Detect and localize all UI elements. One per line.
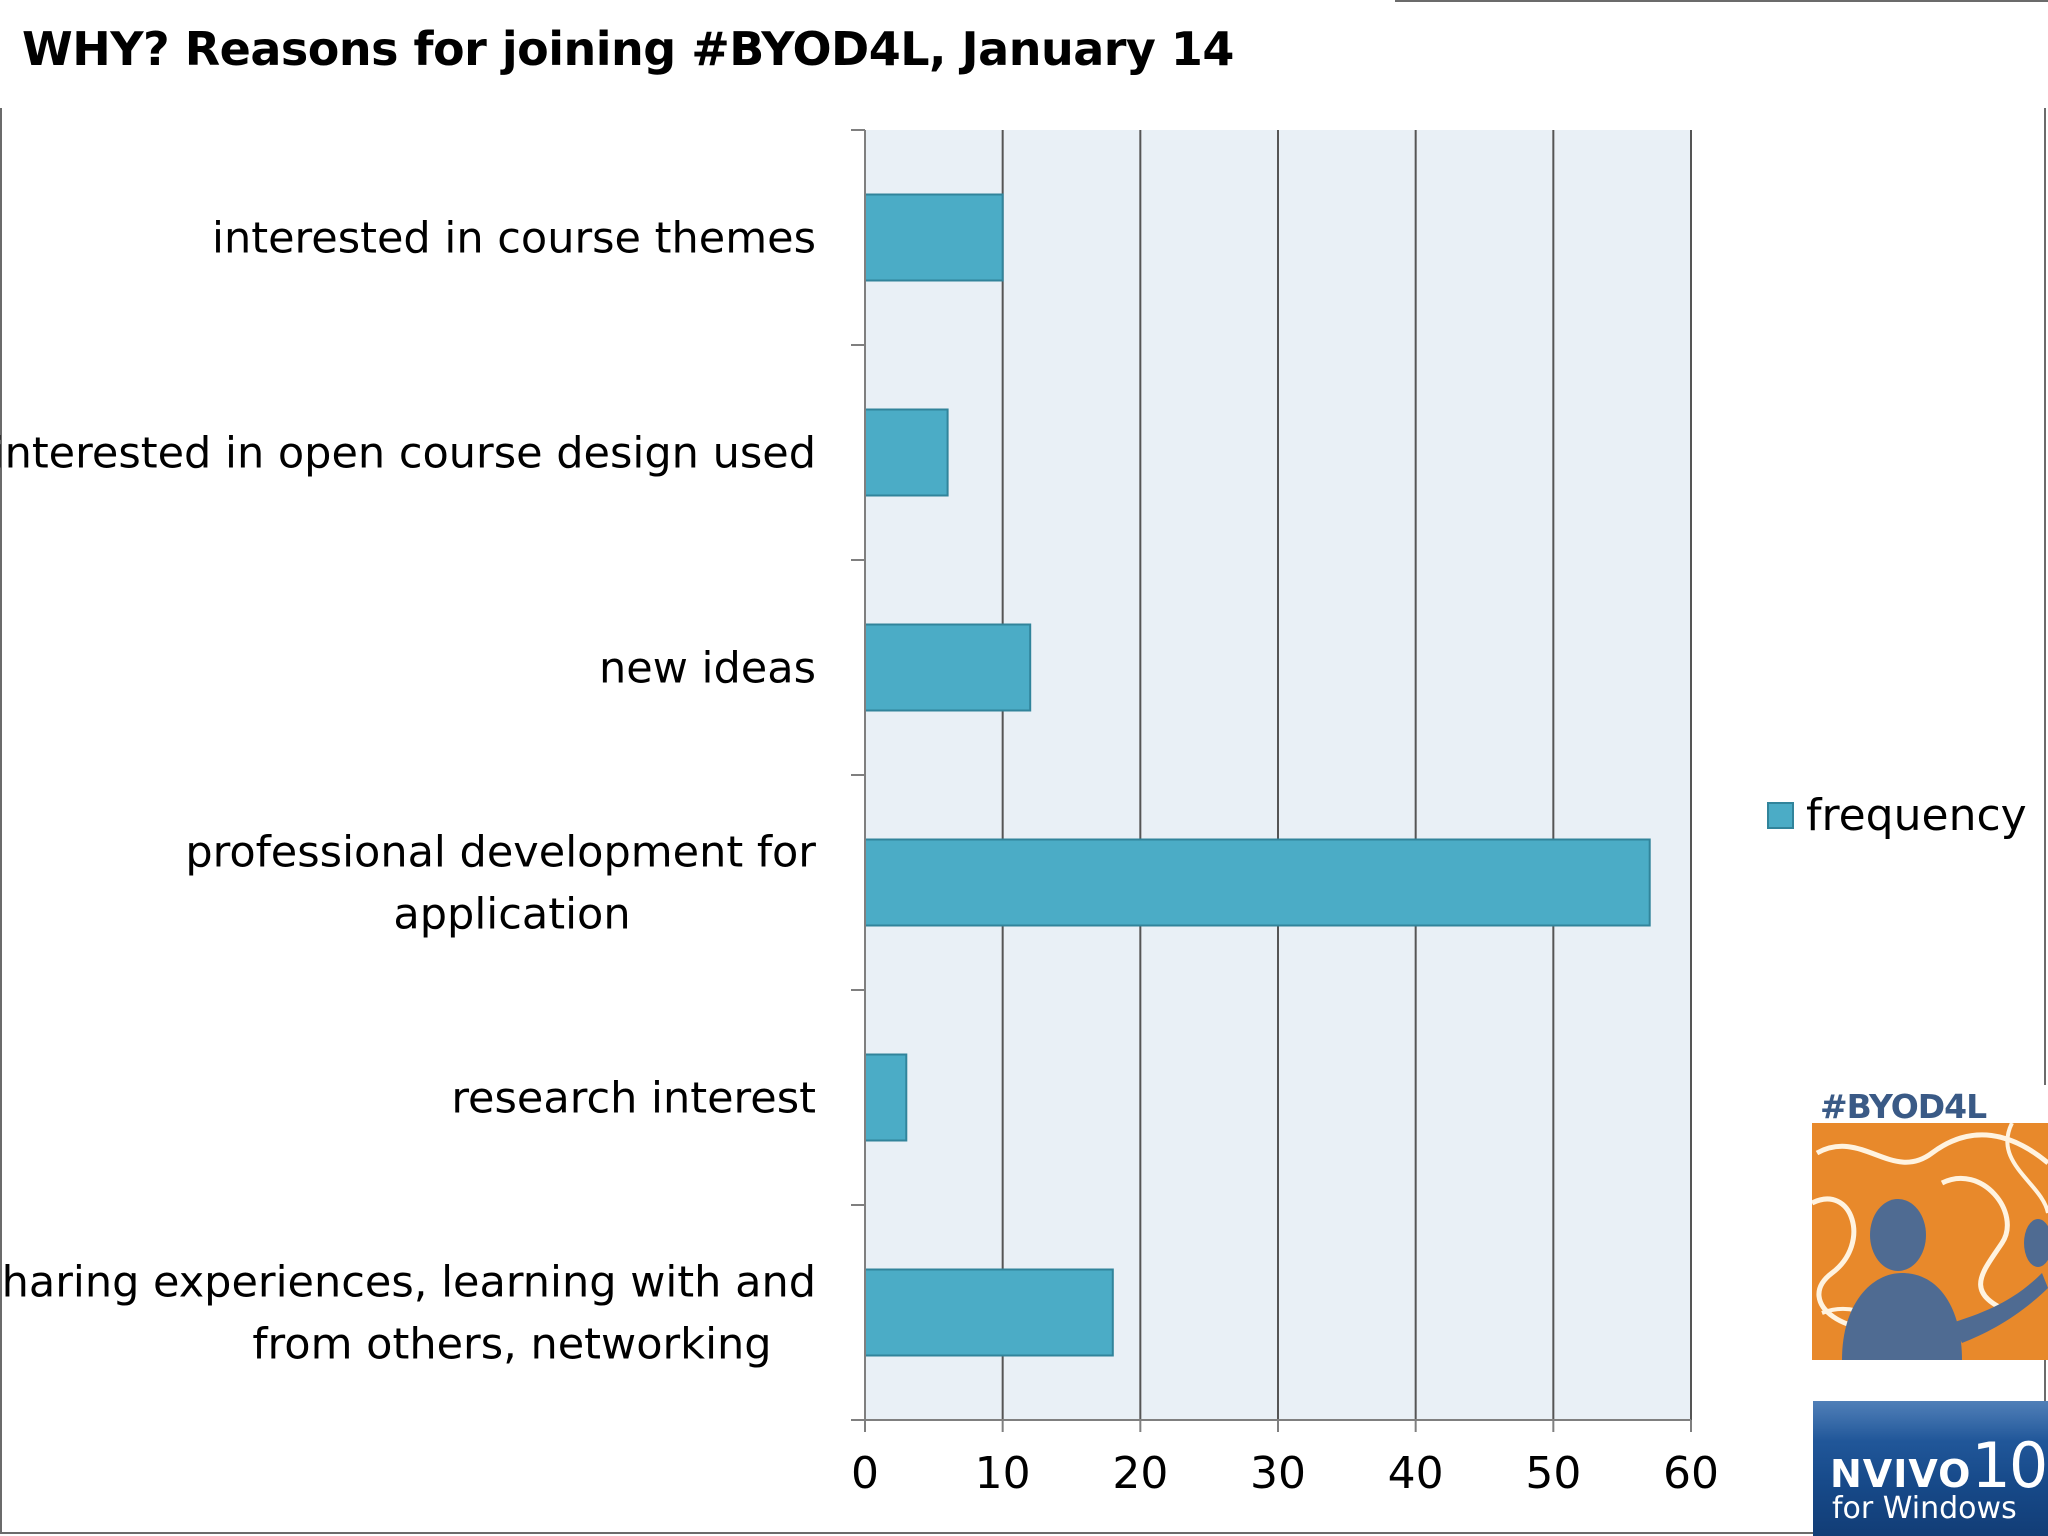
category-label-2-line-0: new ideas bbox=[599, 644, 816, 694]
bar-1 bbox=[864, 408, 949, 497]
legend: frequency bbox=[1767, 790, 2027, 841]
nvivo-word: NVIVO bbox=[1830, 1452, 1972, 1496]
nvivo-badge-shine bbox=[1813, 1401, 2048, 1441]
byod4l-badge-header bbox=[1812, 1085, 2048, 1123]
top-rule bbox=[1395, 0, 2048, 2]
category-label-5-line-1: from others, networking bbox=[252, 1320, 771, 1370]
bar-3 bbox=[864, 838, 1651, 927]
byod4l-badge-text: #BYOD4L bbox=[1820, 1087, 1987, 1126]
x-tick-label-60: 60 bbox=[1663, 1448, 1719, 1499]
chart-title: WHY? Reasons for joining #BYOD4L, Januar… bbox=[22, 22, 1234, 76]
bar-0 bbox=[864, 193, 1004, 282]
bar-4 bbox=[864, 1053, 908, 1142]
byod4l-illustration bbox=[1812, 1123, 2048, 1360]
bars bbox=[864, 193, 1651, 1357]
legend-label-frequency: frequency bbox=[1806, 790, 2027, 841]
x-tick-label-20: 20 bbox=[1112, 1448, 1168, 1499]
x-tick-label-10: 10 bbox=[975, 1448, 1031, 1499]
category-label-0-line-0: interested in course themes bbox=[212, 214, 816, 264]
axes bbox=[851, 129, 1692, 1432]
slide-frame bbox=[0, 108, 2046, 1534]
legend-swatch bbox=[1767, 802, 1794, 829]
nvivo-logo-text: NVIVO10 bbox=[1830, 1429, 2048, 1502]
bar-2 bbox=[864, 623, 1032, 712]
bar-5 bbox=[864, 1268, 1114, 1357]
tick-labels: 0 10 20 30 40 50 60 bbox=[851, 1448, 1719, 1499]
category-label-3-line-0: professional development for bbox=[185, 828, 816, 878]
nvivo-version: 10 bbox=[1971, 1429, 2048, 1502]
nvivo-badge: NVIVO10 for Windows bbox=[1813, 1401, 2048, 1536]
byod4l-badge: #BYOD4L bbox=[1812, 1085, 2048, 1360]
category-label-4-line-0: research interest bbox=[451, 1074, 816, 1124]
nvivo-subtitle: for Windows bbox=[1832, 1491, 2017, 1526]
x-tick-label-0: 0 bbox=[851, 1448, 879, 1499]
x-tick-label-40: 40 bbox=[1388, 1448, 1444, 1499]
x-tick-label-30: 30 bbox=[1250, 1448, 1306, 1499]
category-label-5-line-0: sharing experiences, learning with and bbox=[0, 1258, 816, 1308]
x-tick-label-50: 50 bbox=[1525, 1448, 1581, 1499]
category-label-1-line-0: interested in open course design used bbox=[0, 429, 816, 479]
gridlines bbox=[1001, 130, 1692, 1420]
category-labels: interested in course themes interested in… bbox=[0, 214, 816, 1370]
category-label-3-line-1: application bbox=[393, 890, 630, 940]
